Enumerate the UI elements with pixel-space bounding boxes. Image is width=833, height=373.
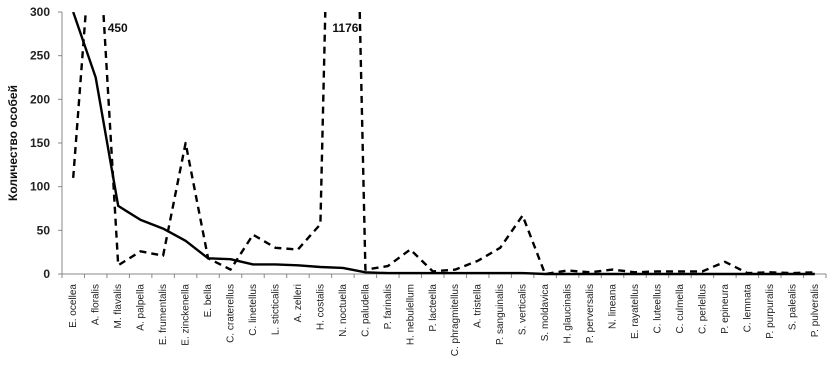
y-tick-label: 100 [30,180,50,194]
x-tick-label: C. luteellus [652,284,663,333]
y-tick-label: 0 [43,267,50,281]
x-tick-label: A. zelleri [293,284,304,322]
dashed-series-line [72,12,815,276]
x-tick-label: P. perversalis [585,284,596,343]
x-tick-label: C. linetellus [248,284,259,336]
x-tick-label: E. zinckenella [181,284,192,346]
x-tick-label: L. sticticalis [270,284,281,335]
off-scale-annotation: 450 [108,21,128,35]
y-tick-label: 200 [30,92,50,106]
x-tick-label: M. flavalis [113,284,124,328]
x-tick-label: C. culmella [675,284,686,334]
y-axis: 0 50 100 150 200 250 300 [30,5,62,281]
x-tick-label: E. frumentalis [158,284,169,345]
solid-series-line [72,12,815,276]
x-tick-label: C. craterellus [226,284,237,343]
annotations: 450 1176 [108,21,359,35]
x-tick-label: E. bella [203,284,214,318]
y-tick-label: 300 [30,5,50,19]
x-tick-label: P. lacteella [428,284,439,332]
y-tick-label: 150 [30,136,50,150]
x-tick-label: P. sanguinalis [495,284,506,345]
x-tick-label: H. nebulellum [405,284,416,345]
x-tick-label: A. palpella [136,284,147,331]
x-tick-label: A. tristella [473,284,484,328]
x-axis: E. ocellea A. floralis M. flavalis A. palpe… [61,274,827,356]
x-tick-label: N. noctuella [338,284,349,337]
x-tick-label: E. rayatellus [630,284,641,339]
x-tick-label: C. perlellus [697,284,708,334]
x-tick-label: C. lemnata [742,284,753,333]
series-lines [72,12,815,276]
x-tick-label: N. lineana [608,284,619,329]
x-tick-label: H. costalis [315,284,326,330]
x-tick-label: P. purpuralis [765,284,776,339]
x-tick-label: S. palealis [787,284,798,330]
off-scale-annotation: 1176 [332,21,358,35]
x-tick-label: P. pulveralis [810,284,821,337]
x-tick-label: A. floralis [91,284,102,325]
x-tick-label: H. glaucinalis [563,284,574,343]
y-axis-title: Количество особей [6,85,20,201]
x-tick-label: P. epineura [720,284,731,334]
y-tick-label: 50 [37,223,51,237]
x-tick-label: C. paludella [360,284,371,337]
x-tick-label: C. phragmitellus [450,284,461,356]
x-tick-label: S. verticalis [518,284,529,335]
x-tick-label: P. farinalis [383,284,394,329]
x-tick-label: S. moldavica [540,284,551,342]
x-tick-label: E. ocellea [68,284,79,328]
y-tick-label: 250 [30,49,50,63]
